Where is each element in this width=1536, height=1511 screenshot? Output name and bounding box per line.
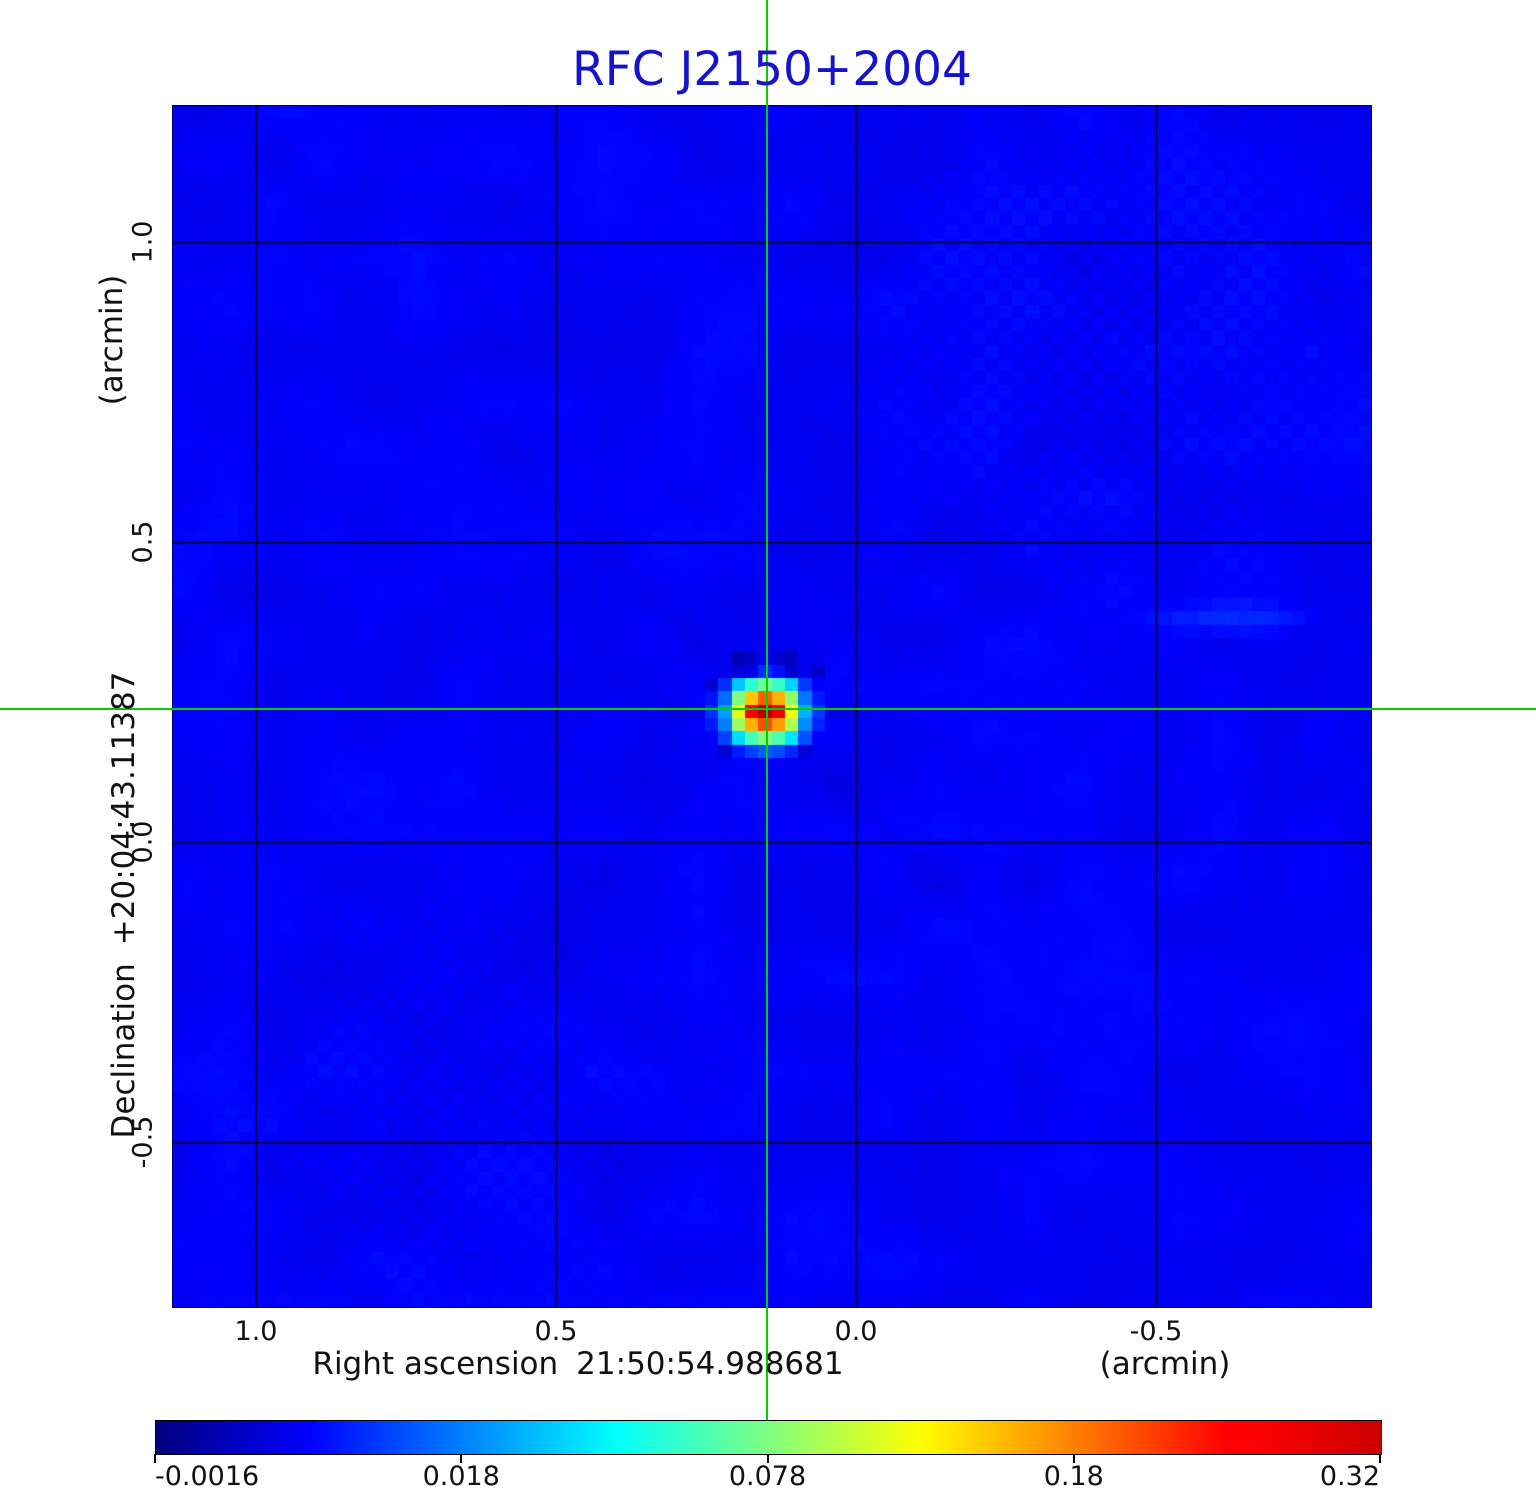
sky-map-canvas bbox=[172, 105, 1372, 1308]
colorbar-tick-label: 0.32 bbox=[1319, 1461, 1380, 1492]
y-axis-unit: (arcmin) bbox=[94, 274, 130, 406]
colorbar-tick bbox=[1379, 1454, 1381, 1463]
colorbar-tick-label: 0.078 bbox=[728, 1461, 807, 1492]
x-tick-label: 1.0 bbox=[234, 1316, 278, 1347]
y-axis-name: Declination bbox=[106, 963, 142, 1139]
colorbar-tick bbox=[1072, 1454, 1075, 1463]
colorbar-tick-label: 0.018 bbox=[422, 1461, 500, 1492]
page-title: RFC J2150+2004 bbox=[572, 42, 972, 97]
x-axis-name: Right ascension bbox=[312, 1346, 559, 1382]
x-axis-unit: (arcmin) bbox=[1099, 1346, 1231, 1382]
colorbar bbox=[155, 1420, 1382, 1455]
x-axis-coordinate: 21:50:54.988681 bbox=[576, 1346, 844, 1382]
x-tick-label: 0.5 bbox=[534, 1316, 578, 1347]
colorbar-tick bbox=[154, 1454, 156, 1463]
x-tick-label: -0.5 bbox=[1129, 1316, 1183, 1347]
x-axis-title: Right ascension 21:50:54.988681 bbox=[312, 1344, 843, 1384]
y-tick-label: 1.0 bbox=[127, 220, 159, 264]
colorbar-tick bbox=[766, 1454, 769, 1463]
colorbar-tick bbox=[460, 1454, 463, 1463]
y-tick-label: 0.5 bbox=[127, 520, 159, 564]
x-tick-label: 0.0 bbox=[834, 1316, 878, 1347]
crosshair-horizontal-line bbox=[0, 708, 1536, 710]
crosshair-vertical-line bbox=[766, 0, 768, 1420]
colorbar-tick-label: 0.18 bbox=[1043, 1461, 1104, 1492]
colorbar-tick-label: -0.0016 bbox=[155, 1461, 260, 1492]
y-axis-coordinate: +20:04:43.11387 bbox=[106, 671, 142, 946]
y-axis-title: Declination +20:04:43.11387 bbox=[106, 671, 142, 1139]
